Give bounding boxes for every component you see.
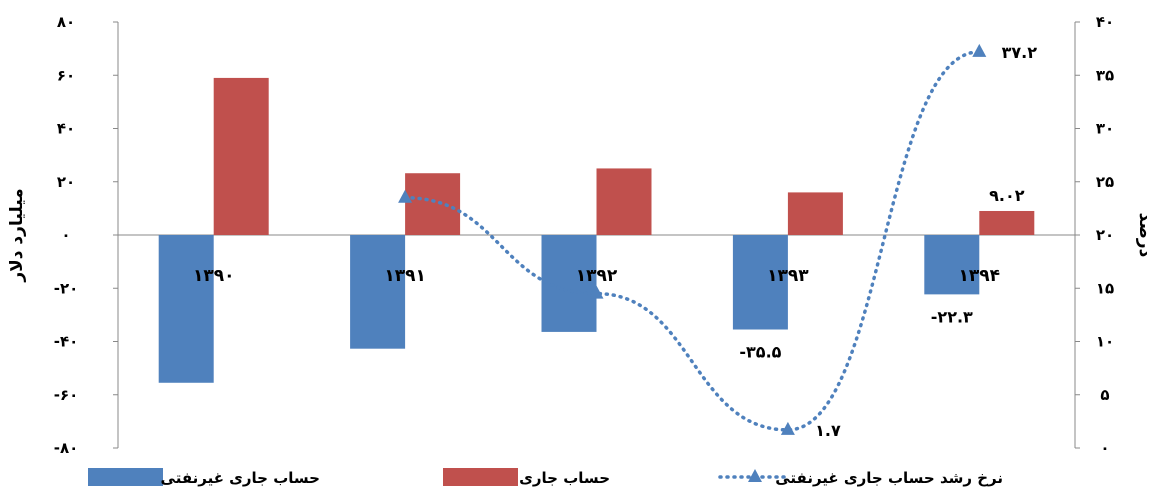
bars [158, 77, 1035, 383]
right-tick-label: ۰ [1100, 439, 1109, 457]
axes: -۸۰ -۶۰ -۴۰ -۲۰ ۰ ۲۰ ۴۰ ۶۰ ۸۰ ۰ ۵ ۱۰ ۱۵ ۲۰ ۲۵ ۳۰ ۳۵ ۴۰ میل… [7, 13, 1155, 457]
data-label-growth: ۳۷.۲ [1002, 43, 1038, 62]
right-tick-label: ۱۵ [1096, 279, 1114, 297]
left-tick-label: -۸۰ [54, 439, 79, 457]
data-label-non-oil: -۳۵.۵ [739, 343, 781, 362]
data-label-current-account: ۹.۰۲ [989, 186, 1025, 205]
left-tick-label: -۶۰ [54, 386, 79, 404]
category-label: ۱۳۹۰ [193, 266, 235, 286]
left-axis-title: میلیارد دلار [7, 188, 27, 282]
right-tick-label: ۵ [1100, 386, 1109, 404]
legend-label-growth-rate: نرخ رشد حساب جاری غیرنفتی [775, 469, 1003, 487]
right-tick-label: ۳۵ [1096, 66, 1114, 84]
left-tick-label: ۸۰ [57, 13, 75, 31]
labels: ۱۳۹۰ ۱۳۹۱ ۱۳۹۲ ۱۳۹۳ ۱۳۹۴ -۳۵.۵ -۲۲.۳ ۹.۰۲ ۱.۷ ۳۷.… [193, 43, 1037, 440]
bar-non-oil-current-account [158, 235, 214, 383]
data-label-non-oil: -۲۲.۳ [931, 307, 973, 326]
bar-current-account [979, 210, 1035, 235]
legend-label-non-oil-current-account: حساب جاری غیرنفتی [161, 469, 320, 487]
growth-point-marker [972, 43, 987, 57]
category-label: ۱۳۹۳ [767, 266, 809, 286]
left-tick-label: -۲۰ [54, 279, 79, 297]
legend-label-current-account: حساب جاری [519, 469, 610, 487]
bar-current-account [213, 77, 269, 235]
growth-line-path [403, 50, 982, 432]
category-label: ۱۳۹۱ [384, 266, 426, 286]
legend-swatch-growth-marker [748, 469, 762, 482]
bar-non-oil-current-account [350, 235, 406, 349]
data-label-growth: ۱.۷ [815, 421, 841, 440]
bar-current-account [596, 168, 652, 235]
right-tick-label: ۴۰ [1096, 13, 1114, 31]
legend: حساب جاری غیرنفتی حساب جاری نرخ رشد حساب ج… [88, 468, 1003, 487]
bar-current-account [787, 192, 843, 235]
bar-non-oil-current-account [924, 235, 980, 295]
growth-point-marker [398, 189, 413, 203]
growth-point-marker [589, 285, 604, 299]
right-tick-label: ۲۵ [1096, 173, 1114, 191]
legend-swatch-non-oil-current-account [88, 468, 163, 486]
legend-swatch-current-account [443, 468, 518, 486]
right-axis-title: درصد [1135, 213, 1155, 258]
right-tick-label: ۱۰ [1096, 333, 1114, 351]
growth-line [398, 43, 987, 435]
right-tick-label: ۲۰ [1096, 226, 1114, 244]
category-label: ۱۳۹۴ [959, 266, 1001, 286]
left-tick-label: ۰ [61, 226, 70, 244]
left-tick-label: ۴۰ [57, 120, 75, 138]
left-tick-label: ۶۰ [57, 66, 75, 84]
growth-point-marker [780, 421, 795, 435]
left-tick-label: ۲۰ [57, 173, 75, 191]
bar-current-account [405, 173, 461, 235]
right-tick-label: ۳۰ [1096, 120, 1114, 138]
category-label: ۱۳۹۲ [576, 266, 618, 286]
bar-non-oil-current-account [732, 235, 788, 330]
left-tick-label: -۴۰ [54, 333, 79, 351]
